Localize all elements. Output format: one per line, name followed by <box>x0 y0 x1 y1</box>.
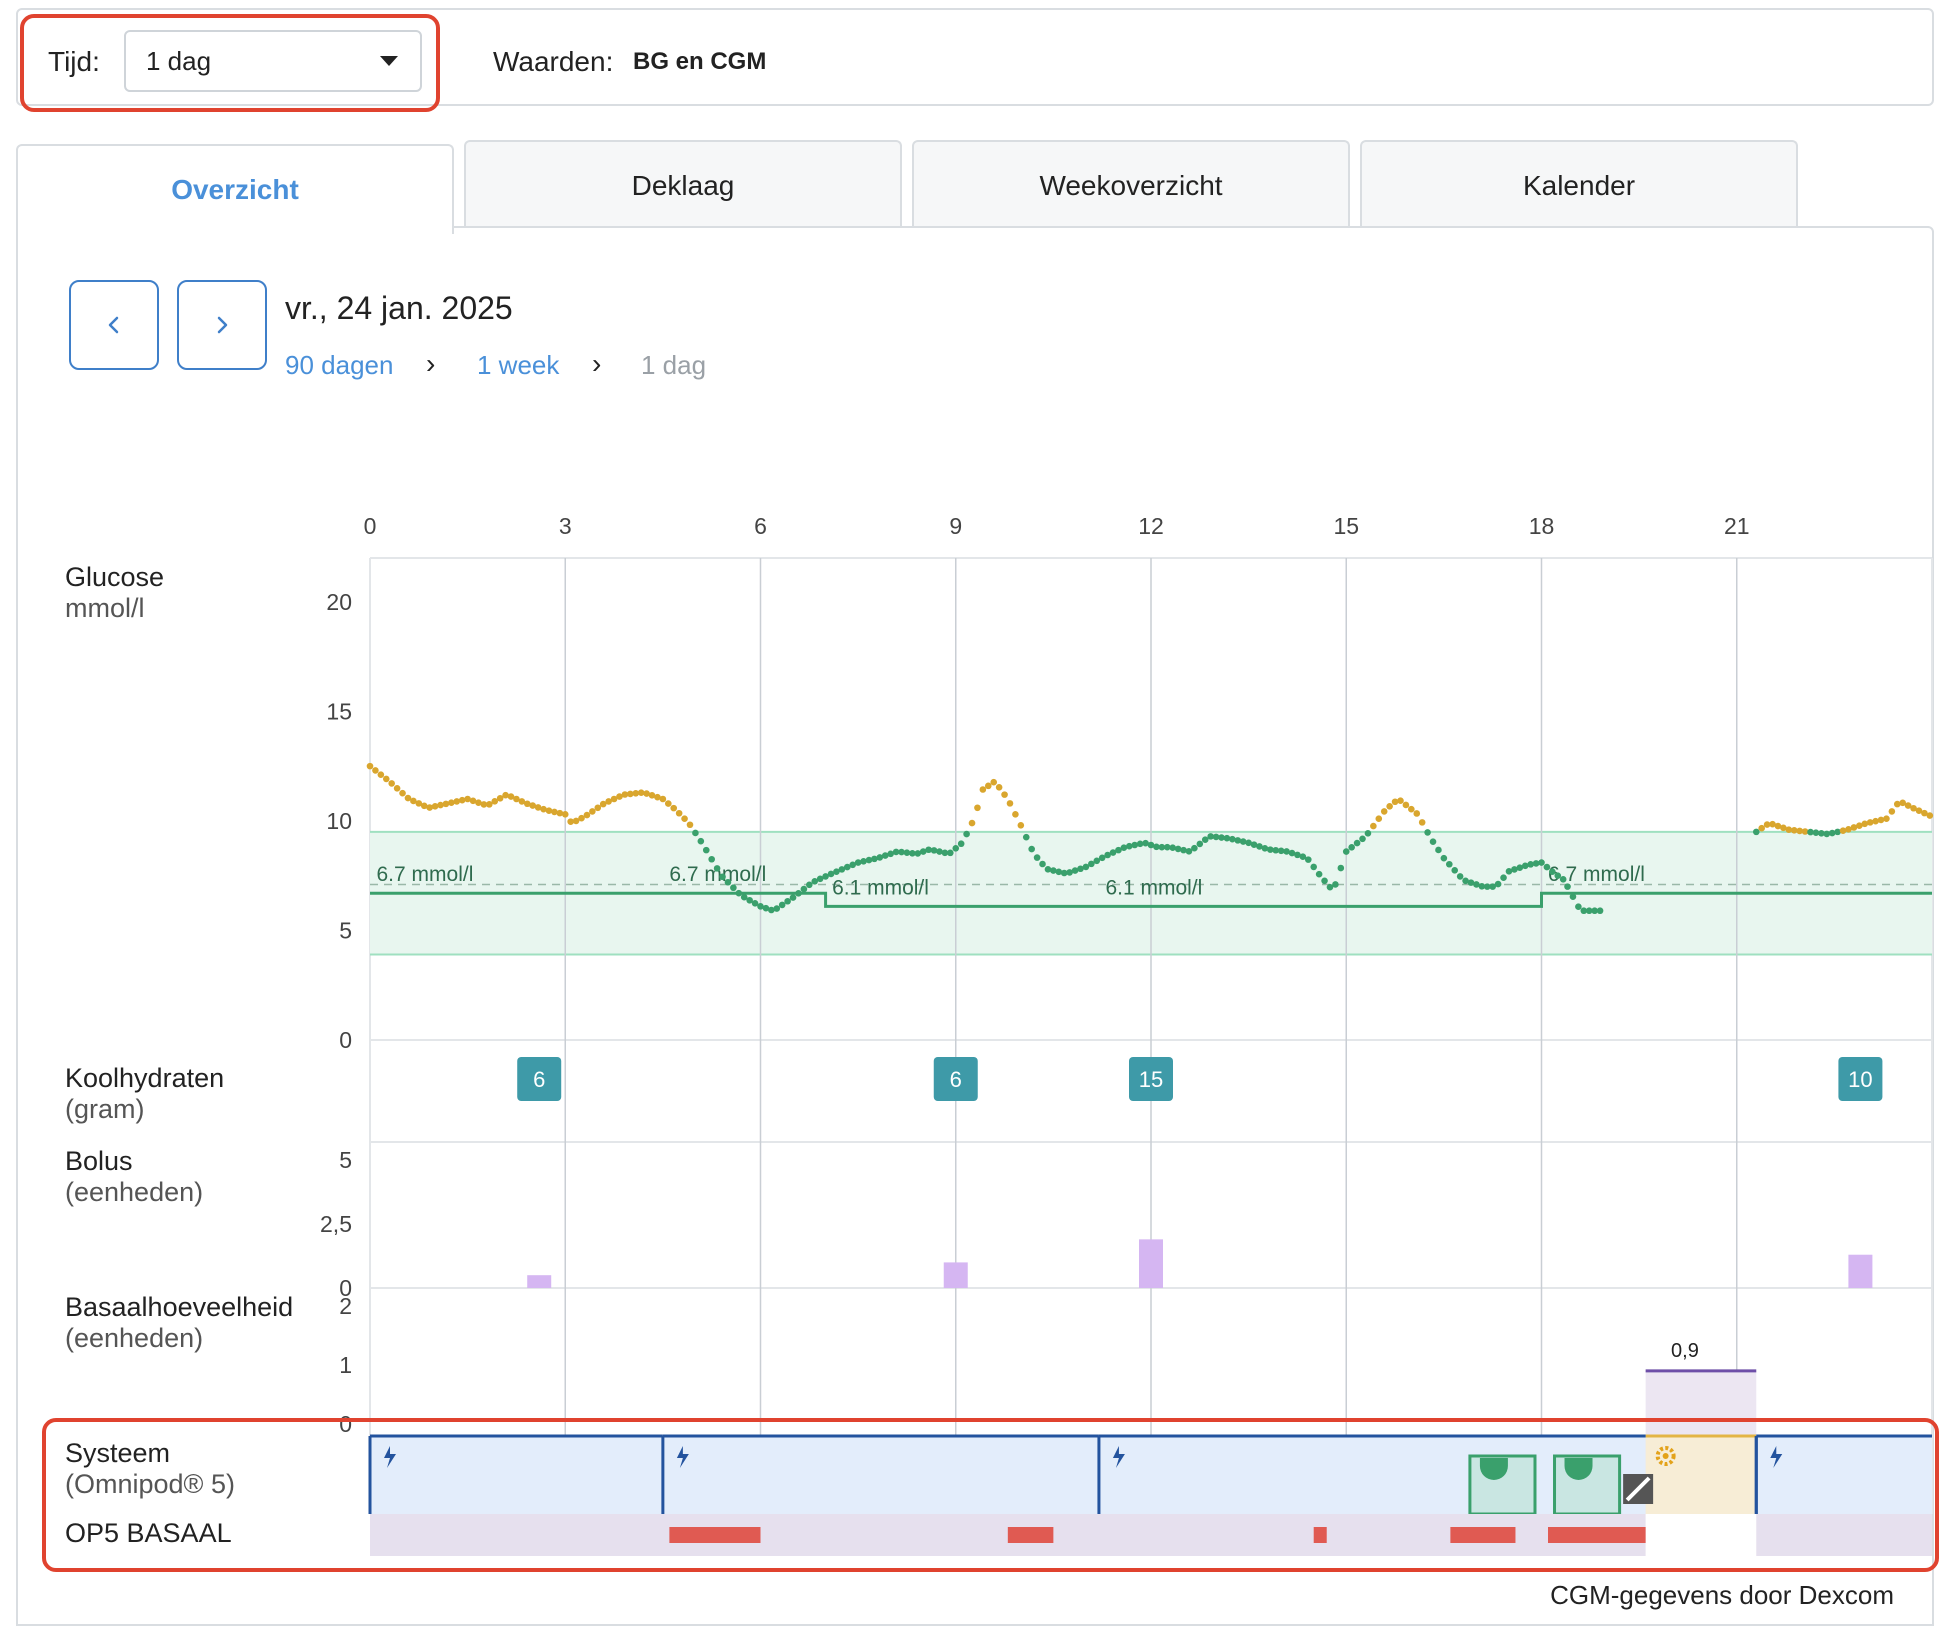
prev-day-button[interactable] <box>69 280 159 370</box>
basal-row-label: Basaalhoeveelheid (eenheden) <box>65 1292 293 1354</box>
chevron-right-icon: › <box>426 348 436 379</box>
chevron-right-icon <box>217 316 228 334</box>
tab-label: Overzicht <box>171 174 299 205</box>
op5-row-label: OP5 BASAAL <box>65 1518 232 1549</box>
overview-panel <box>16 226 1934 1626</box>
time-select-value: 1 dag <box>146 46 212 76</box>
carbs-row-label: Koolhydraten (gram) <box>65 1063 224 1125</box>
system-title: Systeem <box>65 1438 171 1468</box>
glucose-unit: mmol/l <box>65 593 145 623</box>
op5-title: OP5 BASAAL <box>65 1518 232 1548</box>
breadcrumb-1-day: 1 dag <box>641 350 707 380</box>
tab-kalender[interactable]: Kalender <box>1360 140 1798 227</box>
tab-deklaag[interactable]: Deklaag <box>464 140 902 227</box>
basal-unit: (eenheden) <box>65 1323 204 1353</box>
values-value: BG en CGM <box>633 48 767 75</box>
chevron-right-icon: › <box>592 348 602 379</box>
tab-label: Weekoverzicht <box>1039 170 1223 201</box>
breadcrumb-90-days[interactable]: 90 dagen <box>285 350 394 380</box>
glucose-title: Glucose <box>65 562 165 592</box>
tab-overzicht[interactable]: Overzicht <box>16 144 454 234</box>
system-unit: (Omnipod® 5) <box>65 1469 235 1499</box>
current-date: vr., 24 jan. 2025 <box>285 290 513 326</box>
values-label: Waarden: <box>493 46 614 77</box>
glucose-row-label: Glucose mmol/l <box>65 562 164 624</box>
breadcrumb-1-week[interactable]: 1 week <box>477 350 560 380</box>
cgm-source-note: CGM-gegevens door Dexcom <box>1550 1580 1894 1610</box>
chevron-left-icon <box>108 316 119 334</box>
system-row-label: Systeem (Omnipod® 5) <box>65 1438 235 1500</box>
next-day-button[interactable] <box>177 280 267 370</box>
time-label: Tijd: <box>48 46 100 77</box>
caret-down-icon <box>380 56 398 66</box>
time-select[interactable]: 1 dag <box>124 30 422 92</box>
bolus-row-label: Bolus (eenheden) <box>65 1146 203 1208</box>
bolus-title: Bolus <box>65 1146 133 1176</box>
carbs-title: Koolhydraten <box>65 1063 225 1093</box>
tab-label: Deklaag <box>631 170 735 201</box>
carbs-unit: (gram) <box>65 1094 145 1124</box>
basal-title: Basaalhoeveelheid <box>65 1292 294 1322</box>
tab-weekoverzicht[interactable]: Weekoverzicht <box>912 140 1350 227</box>
tab-label: Kalender <box>1522 170 1636 201</box>
bolus-unit: (eenheden) <box>65 1177 204 1207</box>
